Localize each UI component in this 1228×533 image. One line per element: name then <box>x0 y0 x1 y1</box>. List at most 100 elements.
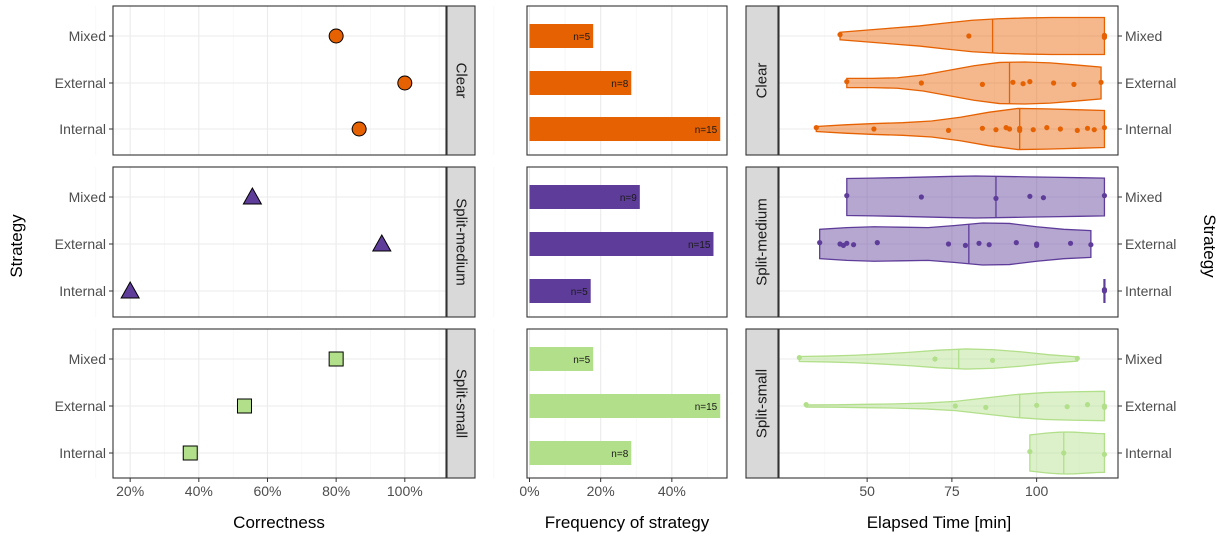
facet-strip-split-medium <box>446 166 476 318</box>
elapsed-point-split-small-mixed <box>796 355 802 361</box>
correctness-y-tick-label: Mixed <box>69 189 106 205</box>
elapsed-point-clear-internal <box>871 126 877 132</box>
elapsed-point-split-medium-external <box>874 240 880 246</box>
elapsed-violin-clear-internal <box>815 107 1106 151</box>
elapsed-violin-split-medium-external <box>819 222 1092 266</box>
elapsed-point-clear-internal <box>1101 125 1108 131</box>
elapsed-point-split-medium-mixed <box>1027 193 1033 199</box>
frequency-bar-label: n=8 <box>611 79 628 90</box>
elapsed-point-clear-external <box>918 80 924 86</box>
elapsed-point-split-small-external <box>983 404 989 410</box>
facet-strip-split-small <box>446 328 476 479</box>
elapsed-point-clear-external <box>1098 79 1104 85</box>
elapsed-point-split-medium-external <box>962 242 969 248</box>
correctness-point-clear-external <box>397 75 413 91</box>
elapsed-point-clear-internal <box>1044 125 1050 131</box>
elapsed-panel-split-medium <box>778 166 1119 318</box>
elapsed-violin-split-small-mixed <box>798 348 1078 370</box>
elapsed-point-split-medium-external <box>817 240 823 246</box>
elapsed-point-split-medium-external <box>945 241 952 247</box>
elapsed-point-clear-internal <box>1030 127 1036 133</box>
correctness-x-tick-label: 100% <box>387 483 423 499</box>
correctness-panel-split-small <box>95 328 447 479</box>
correctness-x-axis-title: Correctness <box>233 513 325 532</box>
elapsed-point-split-medium-external <box>976 240 982 246</box>
frequency-bar-label: n=15 <box>695 402 718 413</box>
elapsed-point-clear-internal <box>1091 127 1097 133</box>
elapsed-y-tick-label: Mixed <box>1125 28 1162 44</box>
frequency-bar-label: n=5 <box>573 32 590 43</box>
elapsed-point-split-small-mixed <box>1074 355 1080 361</box>
correctness-panel-border <box>112 328 447 479</box>
frequency-x-tick-label: 40% <box>658 483 686 499</box>
elapsed-panel-clear <box>778 5 1119 156</box>
correctness-point-split-small-external <box>236 398 252 414</box>
correctness-panel-border <box>112 5 447 156</box>
frequency-bar-label: n=15 <box>688 240 711 251</box>
elapsed-point-split-small-internal <box>1027 449 1033 455</box>
elapsed-y-tick-label: Mixed <box>1125 189 1162 205</box>
frequency-bar-clear-external <box>529 71 632 95</box>
frequency-x-axis-title: Frequency of strategy <box>545 513 710 532</box>
elapsed-point-clear-internal <box>979 125 986 131</box>
elapsed-point-clear-internal <box>993 127 999 133</box>
elapsed-point-split-small-internal <box>1101 451 1108 457</box>
frequency-bar-split-small-mixed <box>529 347 594 371</box>
elapsed-point-clear-external <box>979 81 986 87</box>
elapsed-point-split-small-external <box>1034 402 1040 408</box>
facet-strip-label-split-medium: Split-medium <box>453 198 470 286</box>
correctness-point-split-medium-external <box>371 233 392 252</box>
elapsed-point-clear-internal <box>1057 126 1063 132</box>
elapsed-point-split-medium-external <box>986 242 992 248</box>
elapsed-violin-clear-mixed <box>839 16 1106 56</box>
facet-strip-label-clear: Clear <box>754 63 771 99</box>
facet-strip-clear <box>745 5 779 156</box>
elapsed-point-clear-mixed <box>1101 34 1108 40</box>
elapsed-point-split-medium-mixed <box>993 195 999 201</box>
facet-strip-split-medium <box>745 166 779 318</box>
elapsed-point-clear-external <box>1020 81 1026 87</box>
frequency-bar-split-medium-mixed <box>529 185 640 209</box>
correctness-x-tick-label: 40% <box>185 483 213 499</box>
elapsed-point-split-small-external <box>1064 404 1070 410</box>
elapsed-point-split-small-internal <box>1061 450 1067 456</box>
correctness-panel-clear <box>95 5 447 156</box>
correctness-point-split-small-internal <box>182 445 198 461</box>
frequency-bar-label: n=5 <box>571 287 588 298</box>
facet-strip-label-split-small: Split-small <box>754 369 771 438</box>
elapsed-point-split-medium-external <box>1067 240 1074 246</box>
elapsed-point-split-small-external <box>952 403 958 409</box>
correctness-x-tick-label: 80% <box>322 483 350 499</box>
facet-strip-label-split-small: Split-small <box>453 369 470 438</box>
frequency-bar-label: n=15 <box>695 125 718 136</box>
facet-strip-clear <box>446 5 476 156</box>
frequency-x-tick-label: 20% <box>587 483 615 499</box>
elapsed-y-tick-label: External <box>1125 398 1176 414</box>
correctness-y-tick-label: Mixed <box>69 28 106 44</box>
elapsed-point-clear-external <box>844 79 850 85</box>
elapsed-point-clear-internal <box>1084 125 1091 131</box>
elapsed-y-tick-label: External <box>1125 236 1176 252</box>
correctness-point-clear-internal <box>351 121 367 137</box>
frequency-bar-split-small-internal <box>529 441 632 465</box>
correctness-y-tick-label: Mixed <box>69 351 106 367</box>
elapsed-point-clear-external <box>1071 81 1077 87</box>
elapsed-x-tick-label: 75 <box>944 483 960 499</box>
correctness-y-tick-label: Internal <box>59 445 106 461</box>
elapsed-y-tick-label: External <box>1125 75 1176 91</box>
correctness-x-tick-label: 60% <box>253 483 281 499</box>
elapsed-point-split-medium-mixed <box>918 194 924 200</box>
elapsed-point-split-small-external <box>1101 404 1108 410</box>
correctness-point-split-medium-internal <box>120 280 141 299</box>
correctness-x-tick-label: 20% <box>116 483 144 499</box>
elapsed-point-split-medium-mixed <box>1101 193 1108 199</box>
facet-strip-label-clear: Clear <box>453 63 470 99</box>
frequency-bar-split-small-external <box>529 394 721 418</box>
elapsed-panel-split-small <box>778 328 1119 479</box>
elapsed-point-clear-mixed <box>966 33 972 39</box>
elapsed-x-axis-title: Elapsed Time [min] <box>867 513 1012 532</box>
elapsed-point-split-medium-external <box>850 242 857 248</box>
elapsed-point-split-small-external <box>803 402 809 408</box>
frequency-bar-split-medium-internal <box>529 279 591 303</box>
